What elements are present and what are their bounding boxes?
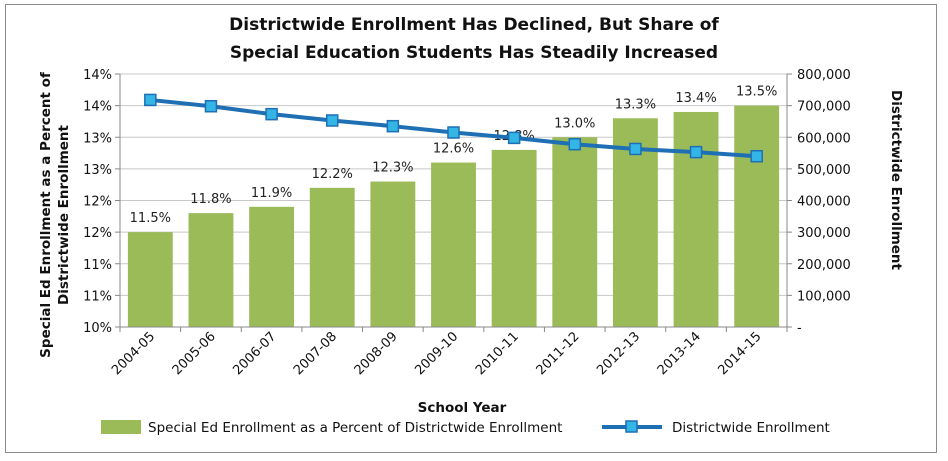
line-point [689,145,703,159]
x-axis-tick-label: 2008-09 [352,329,401,378]
bar [370,181,416,327]
right-axis-tick-label: 200,000 [797,258,851,273]
left-axis-tick-label: 11% [83,258,112,273]
left-axis-tick-label: 14% [83,68,112,83]
x-axis-tick-label: 2004-05 [109,329,158,378]
legend-line-marker [625,420,638,433]
chart-title-line-2: Special Education Students Has Steadily … [230,43,718,63]
left-axis-tick-label: 13% [83,163,112,178]
x-axis-tick-label: 2013-14 [655,329,704,378]
x-axis-tick-label: 2011-12 [534,329,583,378]
line-point [325,114,339,127]
right-axis-tick-label: - [797,321,802,336]
right-axis-tick-label: 800,000 [797,68,851,83]
line-point [204,100,218,113]
bar [249,206,295,327]
bar [309,187,355,327]
bar [491,149,537,327]
bar [431,162,476,327]
left-axis-tick-label: 14% [83,100,112,115]
right-axis-tick-label: 600,000 [797,131,851,146]
x-axis-title: School Year [418,400,507,416]
legend: Special Ed Enrollment as a Percent of Di… [101,420,830,436]
x-axis-tick-label: 2006-07 [230,329,279,378]
right-axis-tick-label: 500,000 [797,163,851,178]
x-axis-tick-label: 2010-11 [473,329,522,378]
bar-data-label: 11.5% [130,211,171,226]
bar-data-label: 11.8% [190,192,231,207]
x-axis-tick-label: 2012-13 [594,329,643,378]
axes [115,73,792,332]
left-axis-title-line-1: Special Ed Enrollment as a Percent of [38,72,54,358]
bar-data-label: 13.4% [675,91,716,106]
line-point [568,137,582,151]
legend-bar-swatch [101,420,141,434]
bar-data-label: 13.5% [736,85,777,100]
left-axis-title-line-2: Districtwide Enrollment [56,124,72,305]
right-axis-tick-label: 400,000 [797,195,851,210]
right-axis-tick-label: 300,000 [797,226,851,241]
right-axis-tick-label: 700,000 [797,100,851,115]
left-axis-tick-label: 10% [83,321,112,336]
bar [734,105,780,327]
line-point [507,131,521,145]
left-axis-tick-label: 12% [83,226,112,241]
chart-title-line-1: Districtwide Enrollment Has Declined, Bu… [229,15,719,35]
bar [188,213,234,327]
right-axis-ticks: - 100,000 200,000 300,000 400,000 500,000 600,… [797,68,851,336]
x-axis-ticks: 2004-05 2005-06 2006-07 2007-08 2008-09 2009-… [109,329,764,378]
right-axis-tick-label: 100,000 [797,289,851,304]
line-point [629,142,642,156]
line-point [447,126,460,139]
x-axis-tick-label: 2009-10 [412,329,461,378]
x-axis-tick-label: 2005-06 [170,329,219,378]
left-axis-ticks: 10% 11% 11% 12% 12% 13% 13% 14% 14% [83,68,112,336]
line-point [750,149,763,163]
line-point [144,93,157,107]
bar-data-label: 12.2% [312,167,353,182]
line-series [144,93,763,163]
line-point [386,119,400,133]
bar [552,137,598,327]
bar-series [127,105,780,328]
legend-bar-label: Special Ed Enrollment as a Percent of Di… [148,420,562,436]
legend-line-label: Districtwide Enrollment [672,420,830,436]
left-axis-tick-label: 12% [83,195,112,210]
right-axis-title: Districtwide Enrollment [888,90,904,271]
left-axis-tick-label: 11% [83,289,112,304]
x-axis-tick-label: 2007-08 [291,329,340,378]
bar-data-label: 11.9% [251,186,292,201]
bar-data-label: 13.3% [615,97,656,112]
bar-data-label: 12.3% [372,161,413,176]
line-point [265,107,278,121]
bar-data-label: 12.6% [433,142,474,157]
x-axis-tick-label: 2014-15 [715,329,764,378]
bar-data-label: 13.0% [554,116,595,131]
bar [127,232,173,327]
bar [673,111,719,327]
bar-data-labels: 11.5%11.8%11.9%12.2%12.3%12.6%12.8%13.0%… [130,85,778,227]
left-axis-tick-label: 13% [83,131,112,146]
